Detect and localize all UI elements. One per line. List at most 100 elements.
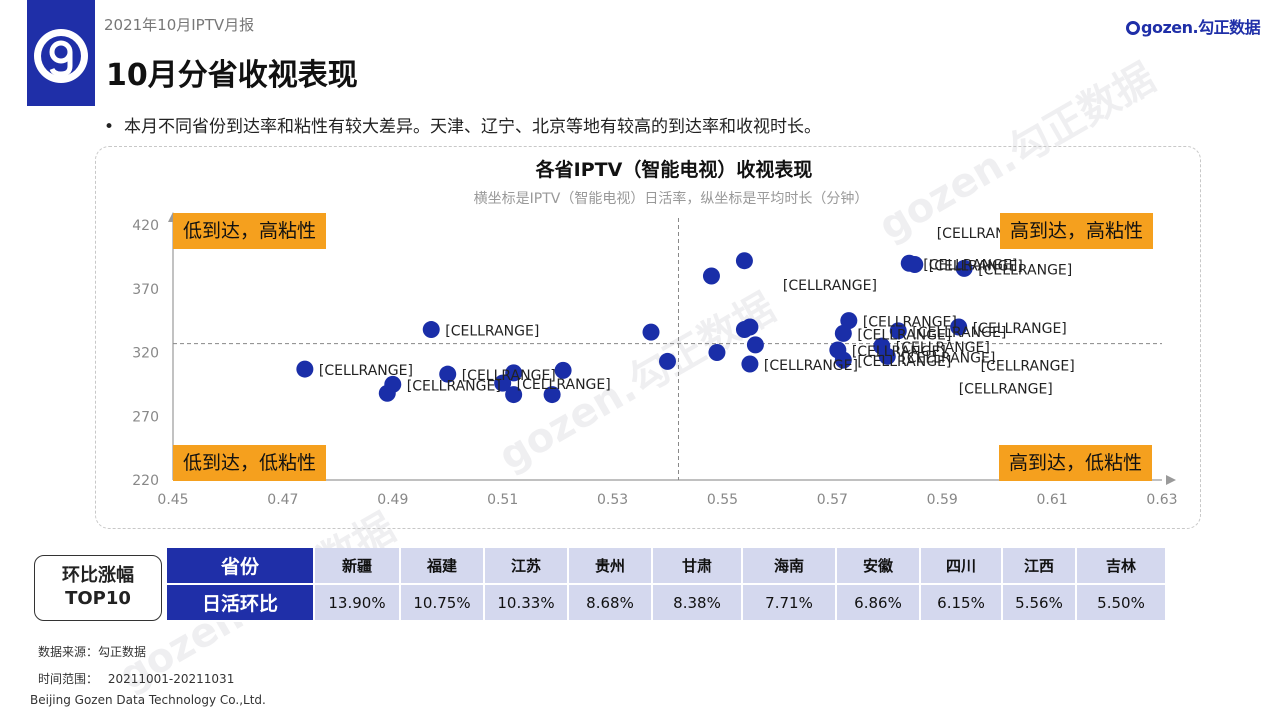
data-label: [CELLRANGE] xyxy=(863,315,957,331)
data-label: [CELLRANGE] xyxy=(923,257,1017,273)
table-row-values: 日活环比 13.90% 10.75% 10.33% 8.68% 8.38% 7.… xyxy=(167,585,1167,622)
table-cell: 甘肃 xyxy=(653,548,743,585)
table-cell: 贵州 xyxy=(569,548,653,585)
scatter-point xyxy=(746,336,764,354)
table-cell: 安徽 xyxy=(837,548,921,585)
top10-badge: 环比涨幅 TOP10 xyxy=(34,555,162,621)
brand-logo: gozen.勾正数据 xyxy=(1126,14,1261,38)
scatter-point xyxy=(834,324,852,342)
scatter-point xyxy=(422,321,440,339)
chart-subtitle: 横坐标是IPTV（智能电视）日活率，纵坐标是平均时长（分钟） xyxy=(473,191,869,207)
brand-g-icon xyxy=(1126,21,1140,35)
report-label: 2021年10月IPTV月报 xyxy=(104,16,255,34)
scatter-point xyxy=(708,344,726,361)
scatter-point xyxy=(659,352,676,370)
data-label: [CELLRANGE] xyxy=(857,354,951,370)
data-label: [CELLRANGE] xyxy=(981,358,1075,374)
ranking-table: 省份 新疆 福建 江苏 贵州 甘肃 海南 安徽 四川 江西 吉林 日活环比 13… xyxy=(167,548,1167,622)
quadrant-label-top-left: 低到达，高粘性 xyxy=(173,213,327,249)
summary-text: 本月不同省份到达率和粘性有较大差异。天津、辽宁、北京等地有较高的到达率和收视时长… xyxy=(124,117,821,137)
data-label: [CELLRANGE] xyxy=(929,259,1023,275)
scatter-point xyxy=(702,267,720,285)
top10-badge-line2: TOP10 xyxy=(65,588,131,609)
scatter-point xyxy=(878,347,896,365)
y-tick-label: 420 xyxy=(132,218,159,234)
data-label: [CELLRANGE] xyxy=(517,377,611,393)
summary-bullet: • 本月不同省份到达率和粘性有较大差异。天津、辽宁、北京等地有较高的到达率和收视时… xyxy=(104,112,821,137)
table-cell: 8.38% xyxy=(653,585,743,622)
scatter-point xyxy=(543,386,561,404)
scatter-point xyxy=(741,318,759,336)
scatter-point xyxy=(735,252,753,270)
table-cell: 5.56% xyxy=(1003,585,1077,622)
time-range-label: 时间范围： xyxy=(38,672,99,686)
scatter-point xyxy=(384,375,402,393)
table-cell: 6.86% xyxy=(837,585,921,622)
scatter-point xyxy=(439,365,457,383)
y-tick-label: 270 xyxy=(132,409,159,425)
scatter-point xyxy=(834,351,852,369)
table-cell: 江西 xyxy=(1003,548,1077,585)
x-tick-label: 0.47 xyxy=(267,492,298,508)
logo-block xyxy=(27,0,95,106)
row-header-growth: 日活环比 xyxy=(167,585,315,622)
x-tick-label: 0.53 xyxy=(597,492,628,508)
x-axis-arrow xyxy=(1166,475,1176,485)
table-cell: 6.15% xyxy=(921,585,1003,622)
x-tick-label: 0.63 xyxy=(1146,492,1177,508)
data-label: [CELLRANGE] xyxy=(319,363,413,379)
data-label: [CELLRANGE] xyxy=(978,262,1072,278)
scatter-point xyxy=(505,386,523,404)
table-cell: 福建 xyxy=(401,548,485,585)
x-tick-label: 0.55 xyxy=(707,492,738,508)
bullet-marker: • xyxy=(104,117,115,137)
data-label: [CELLRANGE] xyxy=(783,278,877,294)
page-title: 10月分省收视表现 xyxy=(106,58,358,93)
x-tick-label: 0.49 xyxy=(377,492,408,508)
gozen-logo-icon xyxy=(34,29,88,83)
chart-title: 各省IPTV（智能电视）收视表现 xyxy=(535,159,813,181)
time-range: 时间范围： 20211001-20211031 xyxy=(38,670,234,687)
data-label: [CELLRANGE] xyxy=(973,321,1067,337)
y-tick-label: 320 xyxy=(132,346,159,362)
table-cell: 10.33% xyxy=(485,585,569,622)
quadrant-label-bottom-left: 低到达，低粘性 xyxy=(173,445,327,481)
table-cell: 吉林 xyxy=(1077,548,1167,585)
data-label: [CELLRANGE] xyxy=(959,381,1053,397)
scatter-point xyxy=(505,364,523,382)
scatter-point xyxy=(554,361,572,379)
time-range-value: 20211001-20211031 xyxy=(107,672,235,686)
scatter-point xyxy=(955,259,973,277)
table-cell: 8.68% xyxy=(569,585,653,622)
company-name: Beijing Gozen Data Technology Co.,Ltd. xyxy=(30,693,266,707)
top10-badge-line1: 环比涨幅 xyxy=(62,565,134,586)
x-tick-label: 0.51 xyxy=(487,492,518,508)
scatter-point xyxy=(494,374,512,392)
chart-frame xyxy=(95,146,1201,529)
table-cell: 10.75% xyxy=(401,585,485,622)
x-tick-label: 0.45 xyxy=(157,492,188,508)
data-label: [CELLRANGE] xyxy=(445,324,539,340)
scatter-point xyxy=(642,323,660,341)
y-tick-label: 370 xyxy=(132,282,159,298)
scatter-point xyxy=(741,355,759,373)
data-source: 数据来源：勾正数据 xyxy=(38,645,147,659)
data-label: [CELLRANGE] xyxy=(896,340,990,356)
x-tick-label: 0.57 xyxy=(817,492,848,508)
data-label: [CELLRANGE] xyxy=(857,327,951,343)
table-cell: 13.90% xyxy=(315,585,401,622)
scatter-point xyxy=(906,256,924,274)
table-row-provinces: 省份 新疆 福建 江苏 贵州 甘肃 海南 安徽 四川 江西 吉林 xyxy=(167,548,1167,585)
x-tick-label: 0.61 xyxy=(1037,492,1068,508)
table-cell: 7.71% xyxy=(743,585,837,622)
data-label: [CELLRANGE] xyxy=(912,325,1006,341)
data-label: [CELLRANGE] xyxy=(407,378,501,394)
quadrant-label-bottom-right: 高到达，低粘性 xyxy=(999,445,1153,481)
table-cell: 江苏 xyxy=(485,548,569,585)
row-header-province: 省份 xyxy=(167,548,315,585)
scatter-point xyxy=(889,322,907,340)
y-tick-label: 220 xyxy=(132,473,159,489)
table-cell: 新疆 xyxy=(315,548,401,585)
scatter-point xyxy=(950,318,968,336)
data-label: [CELLRANGE] xyxy=(462,368,556,384)
